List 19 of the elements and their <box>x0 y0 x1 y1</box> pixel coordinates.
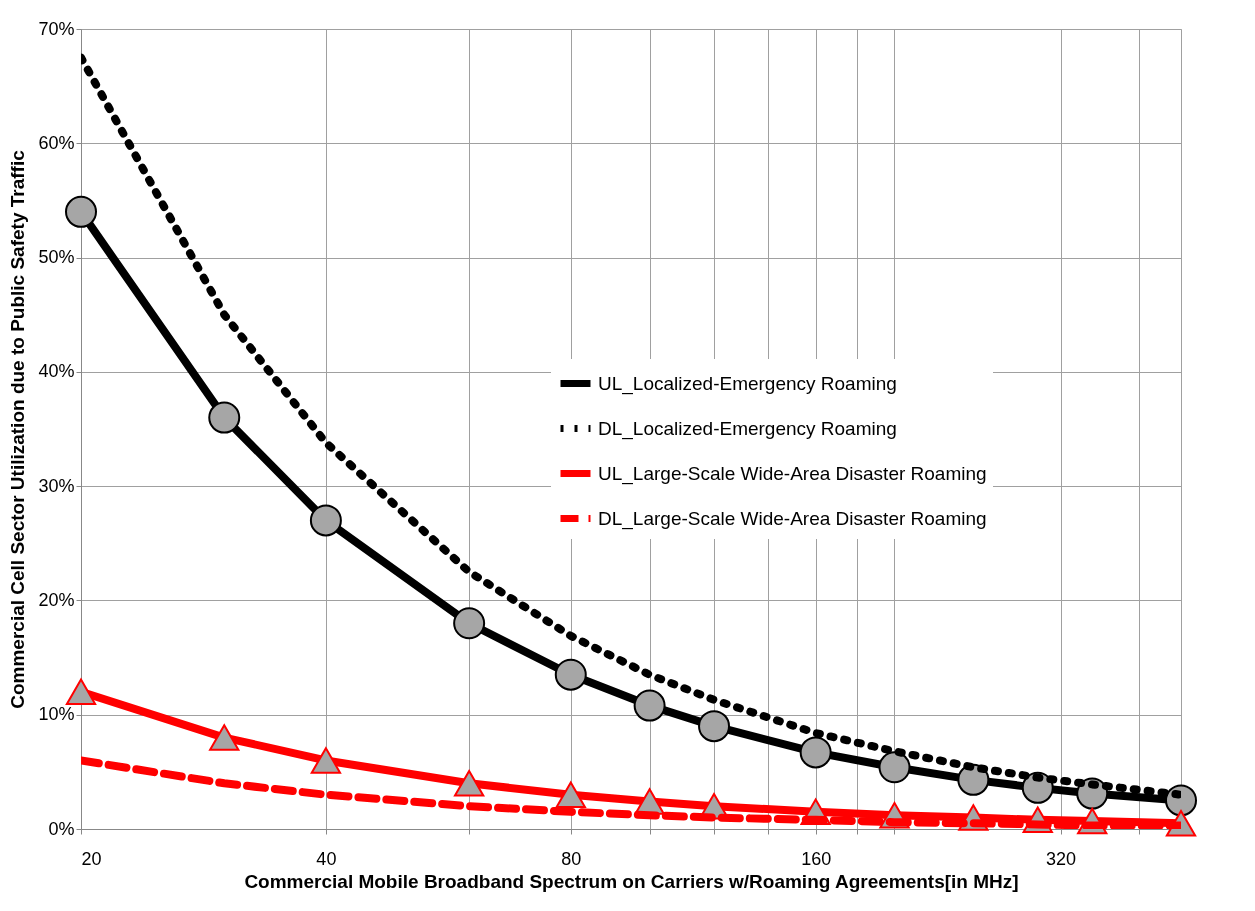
y-axis-title: Commercial Cell Sector Utilization due to Public Safety Traffic <box>7 149 29 709</box>
y-tick-label: 20% <box>38 589 75 610</box>
y-tick-label: 10% <box>38 704 75 725</box>
y-tick-label: 60% <box>38 132 75 153</box>
legend-label: UL_Localized-Emergency Roaming <box>598 372 897 395</box>
y-tick-label: 0% <box>48 818 75 839</box>
legend-label: UL_Large-Scale Wide-Area Disaster Roaming <box>598 462 987 485</box>
x-tick-label: 40 <box>316 848 337 869</box>
legend-label: DL_Localized-Emergency Roaming <box>598 417 897 440</box>
legend-label: DL_Large-Scale Wide-Area Disaster Roaming <box>598 507 987 530</box>
x-tick-label: 320 <box>1046 848 1077 869</box>
x-tick-label: 80 <box>561 848 582 869</box>
x-axis-title: Commercial Mobile Broadband Spectrum on Carriers w/Roaming Agreements[in MHz] <box>244 870 1019 892</box>
x-tick-label: 20 <box>81 848 102 869</box>
y-tick-label: 70% <box>38 18 75 39</box>
y-tick-label: 40% <box>38 361 75 382</box>
y-tick-label: 30% <box>38 475 75 496</box>
x-tick-label: 160 <box>801 848 832 869</box>
y-tick-label: 50% <box>38 247 75 268</box>
